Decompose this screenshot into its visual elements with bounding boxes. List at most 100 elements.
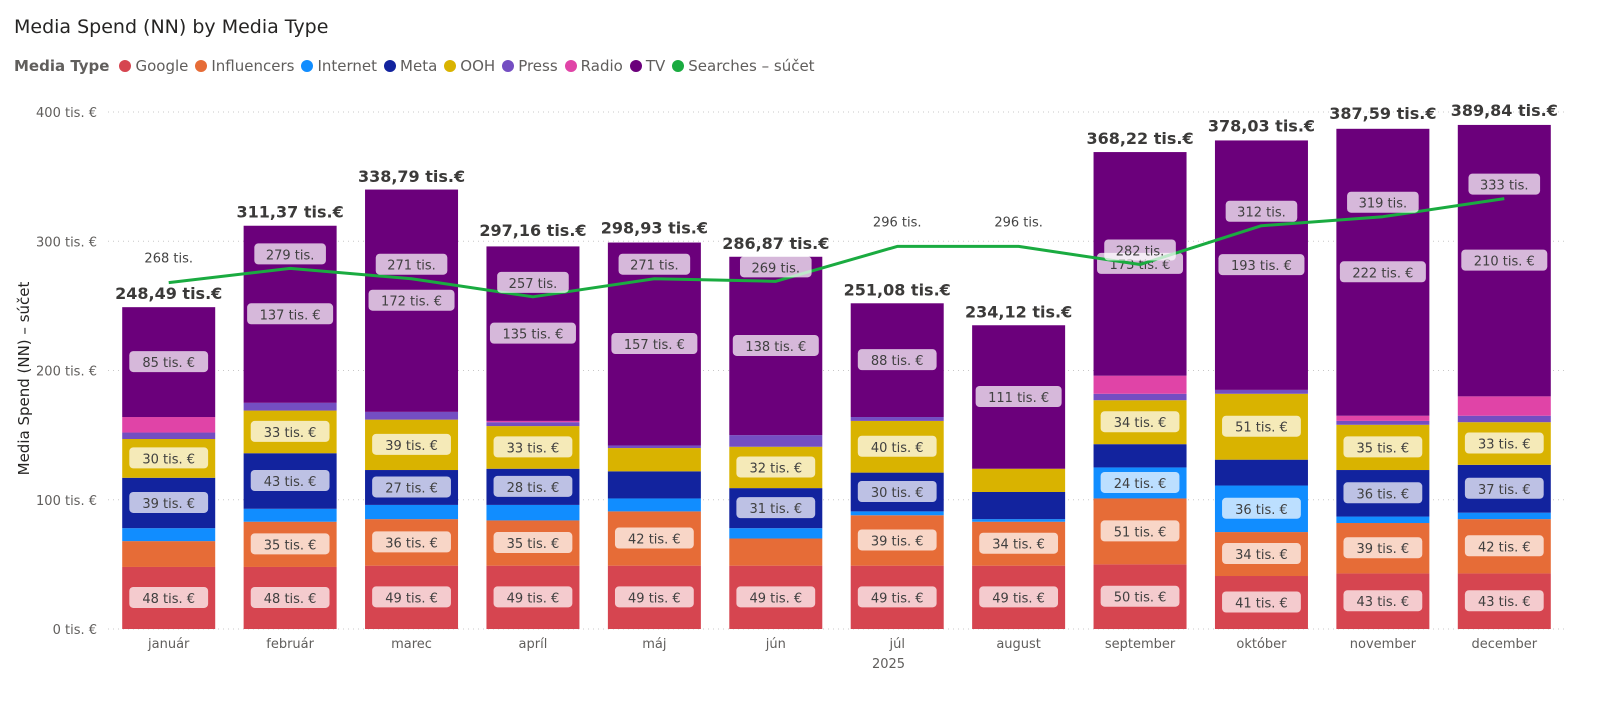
data-label-background — [736, 497, 816, 519]
line-label-background — [254, 243, 326, 265]
data-label: 48 tis. € — [142, 592, 195, 607]
bar-segment-internet — [850, 511, 944, 516]
line-label-background — [618, 253, 691, 275]
bar-segment-radio — [122, 417, 216, 433]
bar-segment-press — [1093, 393, 1187, 401]
y-tick-label: 300 tis. € — [36, 235, 97, 250]
legend-item-radio[interactable]: Radio — [564, 57, 623, 75]
legend-item-ooh[interactable]: OOH — [444, 57, 495, 75]
line-data-label: 296 tis. — [994, 215, 1043, 230]
x-tick-label: december — [1471, 637, 1537, 652]
bar-segment-ooh — [607, 448, 701, 472]
line-label-background — [1347, 191, 1419, 213]
data-label: 48 tis. € — [264, 592, 317, 607]
legend-item-press[interactable]: Press — [502, 57, 558, 75]
bar-segment-press — [365, 411, 459, 420]
x-tick-label: august — [996, 637, 1041, 652]
x-tick-label: júl — [888, 637, 904, 652]
data-label-background — [1100, 585, 1180, 607]
legend-label: Searches – súčet — [688, 57, 815, 75]
line-label-background — [1225, 200, 1298, 222]
data-label-background — [1343, 590, 1423, 612]
y-tick-label: 200 tis. € — [36, 365, 97, 380]
data-label-background — [489, 322, 576, 344]
data-label: 43 tis. € — [1357, 595, 1410, 610]
bar-segment-radio — [486, 420, 580, 423]
data-label: 157 tis. € — [624, 338, 685, 353]
data-label: 49 tis. € — [628, 591, 681, 606]
data-label: 193 tis. € — [1231, 259, 1292, 274]
data-label: 31 tis. € — [749, 502, 802, 517]
data-label-background — [1222, 497, 1301, 519]
bar-segment-press — [122, 432, 216, 440]
data-label-background — [857, 349, 937, 371]
data-label-background — [1222, 415, 1301, 437]
legend-label: Meta — [400, 57, 438, 75]
x-tick-label: október — [1236, 637, 1287, 652]
total-label: 338,79 tis.€ — [358, 167, 465, 186]
data-label-background — [250, 586, 330, 608]
data-label: 49 tis. € — [992, 591, 1045, 606]
total-label: 378,03 tis.€ — [1208, 116, 1315, 135]
data-label: 36 tis. € — [1357, 487, 1410, 502]
line-label-background — [497, 271, 569, 293]
bar-segment-radio — [1093, 375, 1187, 394]
data-label: 33 tis. € — [1478, 438, 1531, 453]
legend-item-internet[interactable]: Internet — [301, 57, 377, 75]
legend-marker-icon — [502, 60, 515, 72]
line-label-background — [739, 256, 812, 278]
data-label: 39 tis. € — [385, 439, 438, 454]
legend-item-google[interactable]: Google — [119, 57, 188, 75]
legend-label: TV — [645, 57, 666, 75]
data-label-background — [1100, 520, 1180, 542]
data-label: 30 tis. € — [142, 452, 195, 467]
legend-item-influencers[interactable]: Influencers — [195, 57, 294, 75]
legend-marker-icon — [119, 60, 132, 72]
data-label-background — [129, 447, 209, 469]
bar-segment-press — [1336, 420, 1430, 425]
data-label: 43 tis. € — [1478, 595, 1531, 610]
data-label: 39 tis. € — [142, 497, 195, 512]
data-label: 39 tis. € — [871, 534, 924, 549]
bar-segment-press — [1214, 389, 1308, 394]
x-tick-label: február — [266, 637, 314, 652]
line-data-label: 296 tis. — [873, 215, 922, 230]
line-data-label: 271 tis. — [630, 259, 679, 274]
data-label-background — [1343, 482, 1423, 504]
data-label: 35 tis. € — [1357, 441, 1410, 456]
legend-marker-icon — [384, 60, 397, 72]
total-label: 248,49 tis.€ — [115, 284, 222, 303]
data-label-background — [372, 586, 451, 608]
data-label: 85 tis. € — [142, 356, 195, 371]
line-data-label: 279 tis. — [266, 248, 315, 263]
bar-segment-internet — [122, 528, 216, 542]
legend-item-meta[interactable]: Meta — [384, 57, 437, 75]
x-axis-title: 2025 — [872, 657, 905, 672]
bar-segment-internet — [607, 498, 701, 512]
bar-segment-internet — [1457, 512, 1551, 520]
bar-segment-press — [729, 435, 823, 447]
x-tick-label: apríl — [519, 637, 548, 652]
line-data-label: 271 tis. — [387, 259, 436, 274]
legend-item-searches[interactable]: Searches – súčet — [672, 57, 815, 75]
total-label: 387,59 tis.€ — [1329, 104, 1436, 123]
data-label-background — [250, 420, 330, 442]
bar-segment-influencers — [122, 541, 216, 567]
bar-segment-meta — [1093, 444, 1187, 468]
data-label-background — [1100, 411, 1180, 433]
legend-label: Influencers — [211, 57, 295, 75]
data-label-background — [368, 289, 455, 311]
bar-segment-internet — [729, 528, 823, 539]
data-label: 32 tis. € — [749, 461, 802, 476]
bar-segment-press — [1457, 415, 1551, 423]
data-label-background — [129, 491, 209, 513]
data-label-background — [857, 480, 937, 502]
data-label: 33 tis. € — [264, 426, 317, 441]
legend-item-tv[interactable]: TV — [629, 57, 666, 75]
data-label-background — [979, 586, 1059, 608]
data-label-background — [129, 351, 209, 373]
total-label: 251,08 tis.€ — [844, 280, 951, 299]
legend-marker-icon — [629, 60, 642, 72]
data-label: 49 tis. € — [749, 591, 802, 606]
